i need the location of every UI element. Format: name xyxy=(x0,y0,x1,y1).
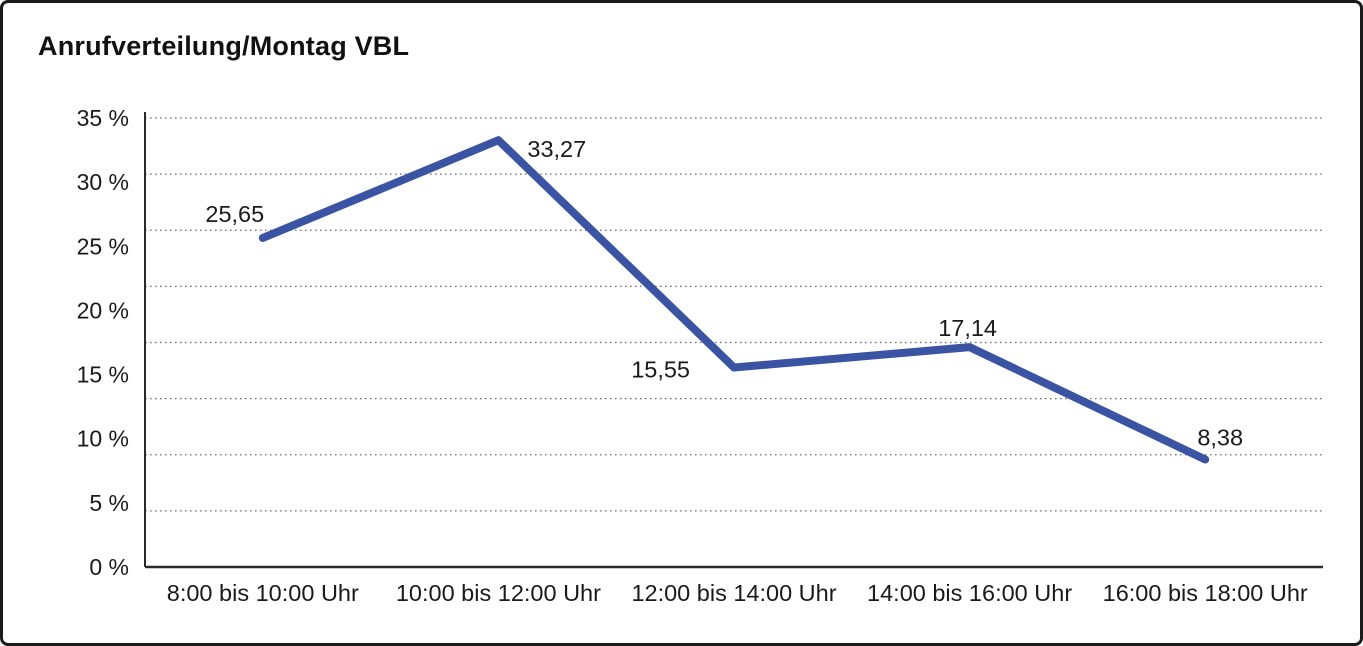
x-axis-category-label: 14:00 bis 16:00 Uhr xyxy=(867,580,1072,606)
data-point-label: 25,65 xyxy=(205,201,264,227)
y-axis-tick-label: 20 % xyxy=(77,297,129,323)
chart-title: Anrufverteilung/Montag VBL xyxy=(38,31,410,61)
x-axis-category-label: 12:00 bis 14:00 Uhr xyxy=(631,580,836,606)
x-axis-category-label: 16:00 bis 18:00 Uhr xyxy=(1103,580,1308,606)
y-axis-tick-label: 25 % xyxy=(77,233,129,259)
y-axis-tick-label: 15 % xyxy=(77,362,129,388)
y-axis-tick-label: 35 % xyxy=(77,105,129,131)
data-point-label: 8,38 xyxy=(1197,424,1243,450)
y-axis-tick-label: 0 % xyxy=(89,554,129,580)
y-axis-tick-label: 5 % xyxy=(89,490,129,516)
line-chart: 35 % 30 % 25 % 20 % 15 % 10 % 5 % 0 % 8:00 bis 1… xyxy=(77,105,1323,606)
data-point-label: 33,27 xyxy=(527,136,586,162)
data-series-line xyxy=(258,136,1210,464)
x-axis-category-label: 8:00 bis 10:00 Uhr xyxy=(167,580,359,606)
data-point-label: 15,55 xyxy=(631,357,690,383)
data-point-label: 17,14 xyxy=(938,315,997,341)
y-axis-tick-label: 30 % xyxy=(77,169,129,195)
x-axis-category-label: 10:00 bis 12:00 Uhr xyxy=(396,580,601,606)
y-axis-tick-label: 10 % xyxy=(77,426,129,452)
